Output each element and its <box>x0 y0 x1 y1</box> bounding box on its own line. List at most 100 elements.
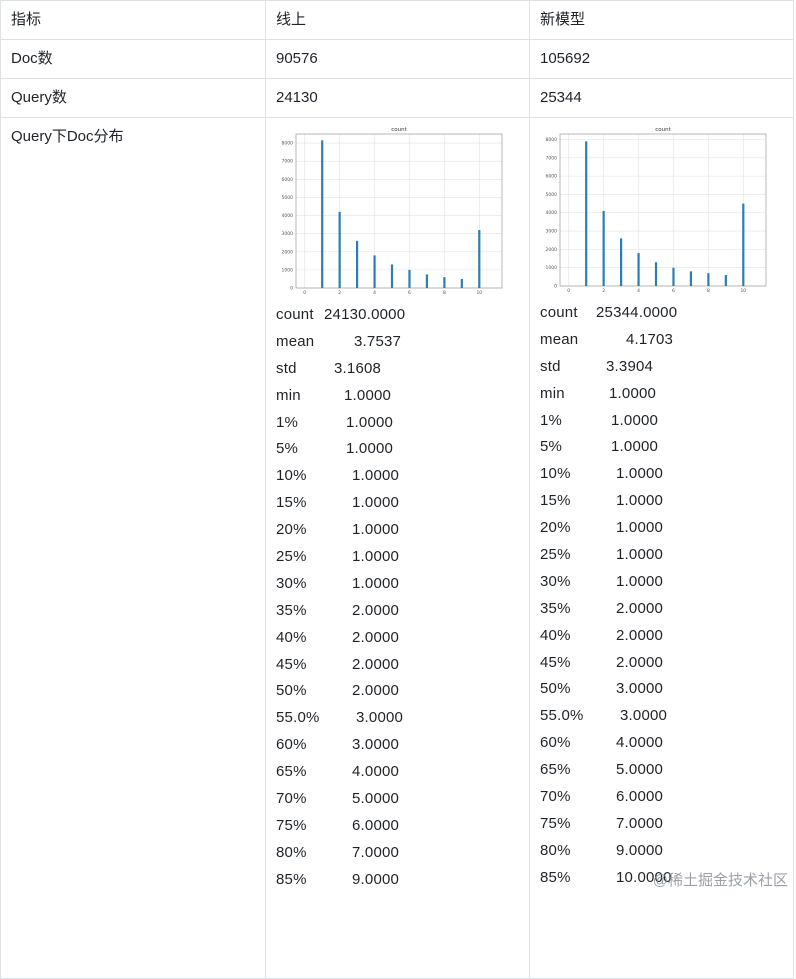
stat-row: 1% 1.0000 <box>540 408 793 435</box>
stat-value: 1.0000 <box>616 572 664 590</box>
stat-value: 1.0000 <box>616 492 664 510</box>
stat-value: 7.0000 <box>616 814 664 832</box>
histogram-bar <box>585 141 588 286</box>
x-tick-label: 8 <box>707 288 710 294</box>
y-tick-label: 7000 <box>546 155 558 161</box>
stat-value: 24130.0000 <box>324 306 406 323</box>
stat-key: 60% <box>540 734 571 752</box>
y-tick-label: 2000 <box>546 247 558 253</box>
stat-row: 70% 5.0000 <box>276 786 529 813</box>
stat-value: 2.0000 <box>616 653 664 671</box>
stat-value: 10.0000 <box>616 868 672 886</box>
histogram-bar <box>390 264 394 288</box>
stat-key: std <box>540 357 561 375</box>
histogram-bar <box>724 275 727 286</box>
stat-value: 1.0000 <box>352 467 400 485</box>
stat-value: 5.0000 <box>616 761 664 779</box>
stat-key: 70% <box>276 790 307 808</box>
plot-frame <box>295 133 503 289</box>
stat-key: 70% <box>540 788 571 806</box>
row-label-cell: Doc数 <box>0 39 266 79</box>
x-tick-label: 2 <box>602 288 605 294</box>
histogram-bar <box>672 267 675 286</box>
chart-title: count <box>655 127 671 133</box>
stat-row: min 1.0000 <box>540 381 793 408</box>
row-label-query-count: Query数 <box>11 89 67 106</box>
stat-row: 50% 3.0000 <box>540 676 793 703</box>
stats-online: count 24130.0000 mean 3.7537 std 3.1608 min 1.0… <box>276 302 529 894</box>
stat-key: 75% <box>276 816 307 834</box>
y-tick-label: 7000 <box>282 159 294 165</box>
y-tick-label: 0 <box>290 286 293 292</box>
stat-row: 60% 4.0000 <box>540 730 793 757</box>
stat-row: min 1.0000 <box>276 383 529 410</box>
stat-key: 35% <box>540 599 571 617</box>
stat-row: 5% 1.0000 <box>540 434 793 461</box>
histogram-bar <box>356 240 359 288</box>
query-count-online: 24130 <box>276 89 318 106</box>
stat-row: 35% 2.0000 <box>540 596 793 623</box>
y-tick-label: 3000 <box>282 231 294 237</box>
chart-title: count <box>391 127 407 133</box>
y-tick-label: 3000 <box>546 229 558 235</box>
histogram-bar <box>637 253 640 286</box>
doc-count-online: 90576 <box>276 50 318 67</box>
table-row-distribution: Query下Doc分布 count 0 1000 2000 3000 4000 5000 60… <box>0 117 794 979</box>
stat-row: 25% 1.0000 <box>540 542 793 569</box>
row-online-cell: 90576 <box>265 39 530 79</box>
stat-row: 80% 7.0000 <box>276 840 529 867</box>
stat-value: 3.0000 <box>620 707 668 725</box>
stat-row: 55.0% 3.0000 <box>276 705 529 732</box>
stat-value: 5.0000 <box>352 790 400 808</box>
stat-value: 4.1703 <box>626 330 674 348</box>
stat-row: 85% 9.0000 <box>276 867 529 894</box>
stat-row: 40% 2.0000 <box>276 625 529 652</box>
stat-key: 65% <box>276 763 307 781</box>
row-label-doc-count: Doc数 <box>11 50 53 67</box>
y-tick-label: 8000 <box>546 137 558 143</box>
header-cell-metric: 指标 <box>0 0 266 40</box>
stat-value: 1.0000 <box>352 494 400 512</box>
header-online: 线上 <box>276 11 307 28</box>
distribution-new-cell: count 0 1000 2000 3000 4000 5000 6000 7000 8000 0 2… <box>529 117 794 979</box>
stat-key: 1% <box>276 413 299 431</box>
stat-row: 30% 1.0000 <box>276 571 529 598</box>
stat-key: 15% <box>276 494 307 512</box>
stats-new: count 25344.0000 mean 4.1703 std 3.3904 min 1.0… <box>540 300 793 892</box>
stat-value: 1.0000 <box>616 546 664 564</box>
stat-value: 3.0000 <box>616 680 664 698</box>
histogram-bar <box>408 269 411 288</box>
stat-value: 1.0000 <box>352 548 400 566</box>
x-tick-label: 6 <box>408 290 411 296</box>
stat-key: min <box>540 384 565 402</box>
stat-key: 60% <box>276 736 307 754</box>
stat-value: 1.0000 <box>609 384 657 402</box>
stat-value: 1.0000 <box>352 574 400 592</box>
chart-online-wrap: count 0 1000 2000 3000 4000 5000 6000 7000 8000 0 2… <box>276 122 529 302</box>
y-tick-label: 4000 <box>282 213 294 219</box>
stat-key: 30% <box>276 574 307 592</box>
stat-value: 2.0000 <box>352 655 400 673</box>
stat-row: std 3.1608 <box>276 356 529 383</box>
y-tick-label: 5000 <box>282 195 294 201</box>
y-tick-label: 0 <box>554 284 557 290</box>
row-online-cell: 24130 <box>265 78 530 118</box>
stat-row: 35% 2.0000 <box>276 598 529 625</box>
stat-key: 10% <box>540 465 571 483</box>
table-header-row: 指标 线上 新模型 <box>0 0 794 40</box>
stat-value: 2.0000 <box>616 626 664 644</box>
y-tick-label: 2000 <box>282 249 294 255</box>
x-tick-label: 0 <box>303 290 306 296</box>
stat-key: count <box>540 304 578 321</box>
stat-key: 65% <box>540 761 571 779</box>
histogram-bar <box>654 262 658 286</box>
stat-key: 80% <box>540 841 571 859</box>
stat-row: 25% 1.0000 <box>276 544 529 571</box>
stat-key: 85% <box>276 870 307 888</box>
stat-value: 1.0000 <box>616 465 664 483</box>
y-tick-label: 6000 <box>282 177 294 183</box>
stat-key: 15% <box>540 492 571 510</box>
y-tick-label: 4000 <box>546 210 558 216</box>
stat-row: 30% 1.0000 <box>540 569 793 596</box>
